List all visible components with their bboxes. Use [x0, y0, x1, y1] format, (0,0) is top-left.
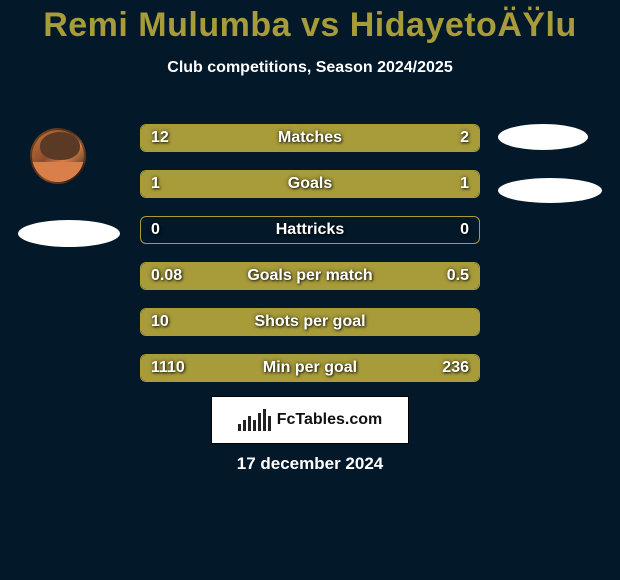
stat-row: 0Hattricks0 [140, 216, 480, 244]
logo-bars-icon [238, 409, 271, 431]
player-right-ellipse-1 [498, 124, 588, 150]
page-subtitle: Club competitions, Season 2024/2025 [0, 59, 620, 77]
fctables-logo: FcTables.com [211, 396, 409, 444]
stat-row: 10Shots per goal [140, 308, 480, 336]
stat-label: Min per goal [141, 355, 479, 381]
logo-text: FcTables.com [277, 411, 383, 429]
stat-value-right: 1 [460, 171, 469, 197]
date-label: 17 december 2024 [0, 454, 620, 474]
stat-row: 1110Min per goal236 [140, 354, 480, 382]
stat-row: 0.08Goals per match0.5 [140, 262, 480, 290]
player-left-ellipse [18, 220, 120, 247]
logo-bar [258, 413, 261, 431]
logo-bar [243, 420, 246, 431]
stat-value-right: 0.5 [447, 263, 469, 289]
logo-bar [238, 424, 241, 431]
page-title: Remi Mulumba vs HidayetoÄŸlu [0, 0, 620, 45]
stat-value-right: 0 [460, 217, 469, 243]
stat-label: Goals per match [141, 263, 479, 289]
stat-value-right: 236 [442, 355, 469, 381]
player-right-ellipse-2 [498, 178, 602, 203]
stat-label: Hattricks [141, 217, 479, 243]
logo-bar [248, 416, 251, 431]
stat-rows: 12Matches2 1Goals1 0Hattricks0 0.08Goals pe… [140, 124, 480, 400]
stat-label: Matches [141, 125, 479, 151]
logo-bar [263, 409, 266, 431]
logo-bar [253, 420, 256, 431]
stat-row: 12Matches2 [140, 124, 480, 152]
stat-value-right: 2 [460, 125, 469, 151]
player-left-avatar [30, 128, 86, 184]
stat-row: 1Goals1 [140, 170, 480, 198]
logo-bar [268, 416, 271, 431]
stat-label: Goals [141, 171, 479, 197]
stat-label: Shots per goal [141, 309, 479, 335]
